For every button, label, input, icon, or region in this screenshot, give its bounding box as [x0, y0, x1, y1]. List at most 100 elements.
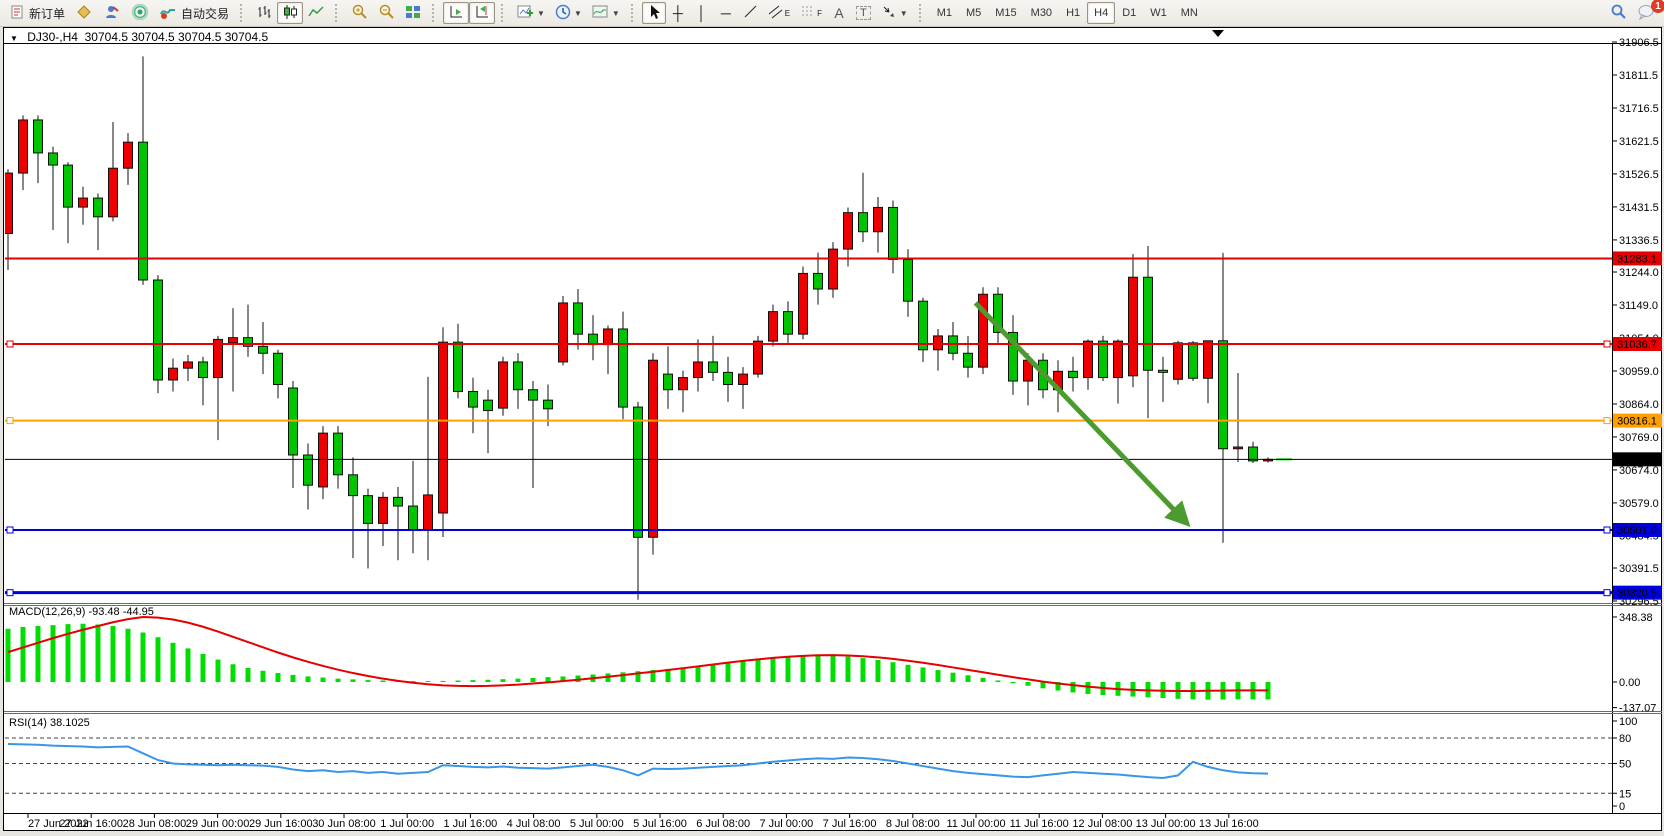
text-label-tool-button[interactable]: T	[851, 2, 876, 24]
label-tool-icon: T	[856, 6, 871, 20]
profile-button[interactable]	[98, 2, 126, 24]
crosshair-tool-button[interactable]: ┼	[666, 2, 690, 24]
svg-text:5 Jul 00:00: 5 Jul 00:00	[570, 818, 624, 830]
svg-text:30769.0: 30769.0	[1619, 432, 1659, 444]
chart-shift-button[interactable]	[469, 2, 496, 24]
svg-text:30320.5: 30320.5	[1617, 588, 1657, 600]
timeframe-label: W1	[1150, 7, 1167, 19]
new-order-button[interactable]: 新订单	[4, 2, 70, 24]
timeframe-label: M30	[1030, 7, 1053, 19]
notification-badge: 1	[1651, 0, 1664, 13]
toolbar-grip[interactable]	[240, 4, 247, 22]
channel-tool-letter: E	[784, 8, 791, 18]
timeframe-h4-button[interactable]: H4	[1087, 2, 1116, 24]
timeframe-label: D1	[1122, 7, 1137, 19]
add-indicator-button[interactable]: ▼	[512, 2, 550, 24]
svg-text:11 Jul 16:00: 11 Jul 16:00	[1010, 818, 1069, 830]
candlestick-icon	[282, 4, 298, 23]
chart-symbol-period: DJ30-,H4	[27, 30, 78, 44]
periods-button[interactable]: ▼	[550, 2, 587, 24]
svg-text:MACD(12,26,9) -93.48 -44.95: MACD(12,26,9) -93.48 -44.95	[9, 606, 154, 618]
svg-text:31244.0: 31244.0	[1619, 267, 1659, 279]
svg-text:31336.5: 31336.5	[1619, 235, 1659, 247]
toolbar-grip[interactable]	[630, 4, 638, 22]
timeframe-m30-button[interactable]: M30	[1024, 2, 1059, 24]
svg-text:-137.07: -137.07	[1619, 703, 1656, 715]
svg-text:31149.0: 31149.0	[1619, 300, 1658, 312]
profile-chart-icon	[103, 4, 121, 23]
candlestick-mode-button[interactable]	[277, 2, 304, 24]
svg-text:RSI(14) 38.1025: RSI(14) 38.1025	[9, 717, 90, 729]
timeframe-h1-button[interactable]: H1	[1059, 2, 1087, 24]
text-tool-button[interactable]: A	[827, 2, 851, 24]
toolbar-grip[interactable]	[335, 4, 342, 22]
vertical-line-tool-button[interactable]: │	[690, 2, 714, 24]
templates-button[interactable]: ▼	[587, 2, 625, 24]
svg-text:31716.5: 31716.5	[1619, 103, 1659, 115]
zoom-in-icon	[351, 4, 368, 23]
auto-scroll-button[interactable]	[443, 2, 470, 24]
svg-text:12 Jul 08:00: 12 Jul 08:00	[1072, 818, 1132, 830]
svg-text:31526.5: 31526.5	[1619, 169, 1659, 181]
horizontal-line-tool-button[interactable]: ─	[714, 2, 738, 24]
trendline-tool-button[interactable]	[738, 2, 763, 24]
toolbar-grip[interactable]	[501, 4, 508, 22]
timeframe-label: MN	[1180, 7, 1198, 19]
trendline-icon	[743, 4, 758, 22]
line-chart-mode-button[interactable]	[303, 2, 329, 24]
svg-text:13 Jul 16:00: 13 Jul 16:00	[1199, 818, 1259, 830]
timeframe-label: H4	[1094, 7, 1109, 19]
zoom-out-button[interactable]	[373, 2, 400, 24]
svg-text:30579.0: 30579.0	[1619, 498, 1659, 510]
svg-text:31811.5: 31811.5	[1619, 70, 1658, 82]
channel-tool-button[interactable]: E	[763, 2, 795, 24]
tile-windows-button[interactable]	[400, 2, 426, 24]
svg-text:30959.0: 30959.0	[1619, 366, 1659, 378]
bar-chart-icon	[256, 4, 272, 23]
svg-text:30674.0: 30674.0	[1619, 465, 1659, 477]
toolbar-grip[interactable]	[918, 4, 926, 22]
timeframe-label: H1	[1066, 7, 1081, 19]
dropdown-caret-icon: ▼	[573, 8, 582, 18]
new-order-icon	[9, 4, 25, 23]
crosshair-icon: ┼	[672, 5, 683, 21]
toolbar-grip[interactable]	[432, 4, 439, 22]
clock-icon	[555, 4, 571, 23]
dropdown-caret-icon: ▼	[899, 8, 908, 18]
notifications-button[interactable]: 1	[1632, 0, 1664, 24]
chart-title-bar: ▼ DJ30-,H4 30704.5 30704.5 30704.5 30704…	[10, 30, 268, 44]
fibonacci-icon	[800, 4, 817, 23]
new-order-label: 新订单	[29, 6, 66, 21]
timeframe-m1-button[interactable]: M1	[930, 2, 959, 24]
signals-button[interactable]	[126, 2, 154, 24]
svg-text:31621.5: 31621.5	[1619, 136, 1659, 148]
svg-text:0: 0	[1619, 801, 1625, 813]
zoom-in-button[interactable]	[346, 2, 373, 24]
one-click-panel-toggle-icon[interactable]: ▼	[10, 34, 18, 43]
autotrading-icon	[159, 4, 177, 23]
svg-text:5 Jul 16:00: 5 Jul 16:00	[633, 818, 687, 830]
svg-text:1 Jul 00:00: 1 Jul 00:00	[380, 818, 434, 830]
market-watch-button[interactable]	[70, 2, 98, 24]
autotrading-button[interactable]: 自动交易	[154, 2, 234, 24]
cursor-tool-button[interactable]	[641, 2, 666, 24]
search-button[interactable]	[1605, 2, 1632, 24]
svg-text:7 Jul 00:00: 7 Jul 00:00	[759, 818, 813, 830]
svg-text:11 Jul 00:00: 11 Jul 00:00	[946, 818, 1005, 830]
dropdown-caret-icon: ▼	[537, 8, 545, 18]
vertical-line-icon: │	[697, 5, 707, 21]
fibonacci-tool-button[interactable]: F	[795, 2, 827, 24]
timeframe-mn-button[interactable]: MN	[1174, 2, 1205, 24]
arrows-tool-button[interactable]: ▼	[876, 2, 913, 24]
timeframe-d1-button[interactable]: D1	[1115, 2, 1143, 24]
timeframe-m5-button[interactable]: M5	[959, 2, 988, 24]
line-chart-icon	[308, 4, 324, 23]
timeframe-w1-button[interactable]: W1	[1143, 2, 1174, 24]
timeframe-m15-button[interactable]: M15	[988, 2, 1023, 24]
svg-text:29 Jun 00:00: 29 Jun 00:00	[186, 818, 250, 830]
bar-chart-mode-button[interactable]	[251, 2, 277, 24]
horizontal-line-icon: ─	[720, 5, 731, 21]
main-toolbar: 新订单 自动交易	[0, 0, 1664, 27]
svg-text:30501.0: 30501.0	[1617, 525, 1657, 537]
